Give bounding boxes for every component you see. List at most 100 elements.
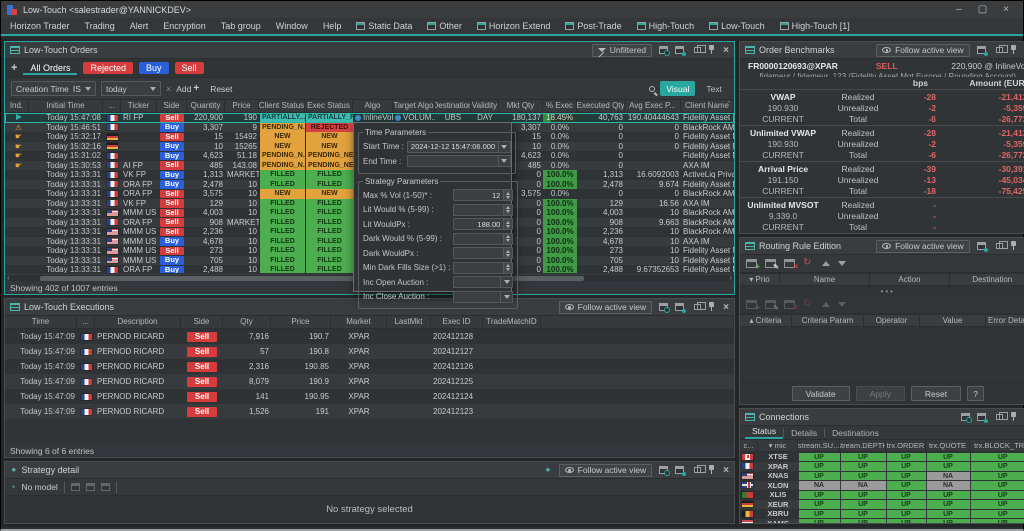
refresh-icon[interactable] [803, 257, 814, 268]
menu-item-static-data[interactable]: Static Data [356, 21, 412, 31]
spin-down-icon[interactable] [506, 268, 511, 271]
spinner-buttons[interactable] [503, 248, 513, 258]
orders-col-client-name[interactable]: Client Name [681, 100, 734, 112]
connection-row[interactable]: XTSE UP UP UP UP UP [740, 452, 1024, 462]
window-search-icon[interactable] [659, 303, 671, 313]
execution-row[interactable]: Today 15:47:09 PERNOD RICARD Sell 1,526 191 X… [5, 404, 734, 419]
scroll-down-icon[interactable]: ⌄ [726, 245, 732, 252]
follow-active-view-button[interactable]: Follow active view [558, 300, 653, 314]
orders-col-mkt-qty[interactable]: Mkt Qty [499, 100, 543, 112]
chevron-down-icon[interactable] [501, 144, 508, 149]
routing-col-prio[interactable]: ▾ Prio [740, 274, 780, 285]
exec-col-exec-id[interactable]: Exec ID [431, 316, 483, 328]
connections-col-stream-depth[interactable]: stream.DEPTH [840, 440, 886, 451]
execution-row[interactable]: Today 15:47:09 PERNOD RICARD Sell 2,316 190.… [5, 359, 734, 374]
routing-col-error-details[interactable]: Error Details [986, 315, 1024, 326]
spin-up-icon[interactable] [506, 235, 511, 238]
menu-item-window[interactable]: Window [275, 21, 308, 31]
parameter-dropdown[interactable] [453, 276, 514, 288]
connection-row[interactable]: XPAR UP UP UP UP UP [740, 461, 1024, 471]
move-up-icon[interactable] [822, 261, 830, 266]
execution-row[interactable]: Today 15:47:09 PERNOD RICARD Sell 7,916 190.… [5, 329, 734, 344]
follow-active-view-button[interactable]: Follow active view [558, 463, 653, 477]
pin-icon[interactable] [1010, 45, 1018, 55]
parameter-spinner[interactable]: 12 [453, 189, 514, 201]
menu-item-low-touch[interactable]: Low-Touch [709, 21, 765, 31]
strategy-tool-icon[interactable] [100, 483, 110, 491]
menu-item-encryption[interactable]: Encryption [163, 21, 206, 31]
connections-tab-details[interactable]: Details [791, 428, 818, 438]
exec-col-time[interactable]: Time [5, 316, 77, 328]
exec-col-price[interactable]: Price [271, 316, 331, 328]
orders-tab-all-orders[interactable]: All Orders [23, 62, 78, 75]
spinner-buttons[interactable] [503, 190, 513, 200]
menu-item-horizon-extend[interactable]: Horizon Extend [476, 21, 550, 31]
routing-col-criteria-param[interactable]: Criteria Param [792, 315, 864, 326]
spin-up-icon[interactable] [506, 220, 511, 224]
spin-down-icon[interactable] [506, 195, 511, 199]
orders-col-side[interactable]: Side [157, 100, 187, 112]
search-icon[interactable] [649, 85, 656, 92]
strategy-tool-icon[interactable] [85, 483, 95, 491]
filter-clear-button[interactable]: × [165, 83, 172, 94]
exec-col-lastmkt[interactable]: LastMkt [387, 316, 431, 328]
parameter-spinner[interactable] [453, 261, 514, 274]
delete-row-icon[interactable] [784, 259, 798, 271]
routing-col-name[interactable]: Name [780, 274, 870, 285]
menu-item-high-touch[interactable]: High-Touch [636, 21, 694, 31]
menu-item-high-touch-1[interactable]: High-Touch [1] [779, 21, 850, 31]
orders-col-target-algo[interactable]: Target Algo [393, 100, 435, 112]
routing-col-destination[interactable]: Destination [950, 274, 1024, 285]
parameter-spinner[interactable]: 188.00 [453, 218, 514, 230]
exec-col-side[interactable]: Side [181, 316, 223, 328]
routing-col-operator[interactable]: Operator [864, 315, 920, 326]
connections-col-stream-su[interactable]: stream.SU... [798, 440, 840, 451]
window-settings-icon[interactable] [976, 413, 988, 423]
parameter-dropdown[interactable] [406, 155, 511, 167]
edit-row-icon[interactable] [765, 259, 779, 271]
validate-button[interactable]: Validate [791, 386, 850, 401]
window-settings-icon[interactable] [675, 303, 687, 313]
duplicate-window-icon[interactable] [995, 241, 1008, 249]
spin-up-icon[interactable] [506, 264, 511, 267]
connections-tab-status[interactable]: Status [745, 426, 784, 439]
menu-item-horizon-trader[interactable]: Horizon Trader [10, 21, 70, 31]
spin-up-icon[interactable] [506, 191, 511, 195]
execution-row[interactable]: Today 15:47:09 PERNOD RICARD Sell 57 190.8 XP… [5, 344, 734, 359]
connections-col-mic[interactable]: ▾ mic [758, 440, 798, 451]
orders-tab-buy[interactable]: Buy [138, 62, 169, 74]
orders-col-initial-time[interactable]: Initial Time [29, 100, 103, 112]
connections-col-c[interactable]: c... [740, 440, 758, 451]
parameter-dropdown[interactable]: 2024-12-12 15:47:06.000 [406, 140, 511, 153]
connections-col-trx-order[interactable]: trx.ORDER [886, 440, 926, 451]
connections-col-trx-block-tr[interactable]: trx.BLOCK_TR... [970, 440, 1024, 451]
orders-col-price[interactable]: Price [225, 100, 259, 112]
connection-row[interactable]: XBRU UP UP UP UP UP [740, 509, 1024, 519]
orders-col-avg-exec-p[interactable]: Avg Exec P... [625, 100, 681, 112]
connection-row[interactable]: XLON NA NA UP NA UP [740, 480, 1024, 490]
orders-col-exec[interactable]: % Exec [543, 100, 577, 112]
filter-reset-button[interactable]: Reset [210, 83, 233, 94]
spin-up-icon[interactable] [506, 206, 511, 209]
order-row[interactable]: Today 15:47:08 RI FP Sell 220,900 190 PARTIAL… [5, 113, 734, 123]
spinner-buttons[interactable] [503, 262, 513, 273]
spin-down-icon[interactable] [506, 239, 511, 242]
add-tab-button[interactable]: + [11, 62, 18, 74]
orders-col-destination[interactable]: Destination [435, 100, 471, 112]
pin-icon[interactable] [708, 45, 716, 55]
menu-item-other[interactable]: Other [427, 21, 462, 31]
duplicate-window-icon[interactable] [995, 45, 1008, 53]
close-panel-icon[interactable]: × [723, 301, 729, 313]
orders-col-ind[interactable]: Ind. [5, 100, 29, 112]
maximize-button[interactable]: ▢ [977, 3, 988, 15]
routing-col-criteria[interactable]: ▴ Criteria [740, 315, 792, 326]
duplicate-window-icon[interactable] [694, 302, 707, 310]
visual-mode-button[interactable]: Visual [660, 81, 696, 96]
menu-item-post-trade[interactable]: Post-Trade [565, 21, 622, 31]
connections-col-trx-quote[interactable]: trx.QUOTE [926, 440, 970, 451]
orders-col-validity[interactable]: Validity [471, 100, 499, 112]
window-search-icon[interactable] [659, 466, 671, 476]
pin-icon[interactable] [708, 302, 716, 312]
help-button[interactable]: ? [967, 386, 984, 401]
filter-add-button[interactable]: Add + [176, 83, 200, 94]
